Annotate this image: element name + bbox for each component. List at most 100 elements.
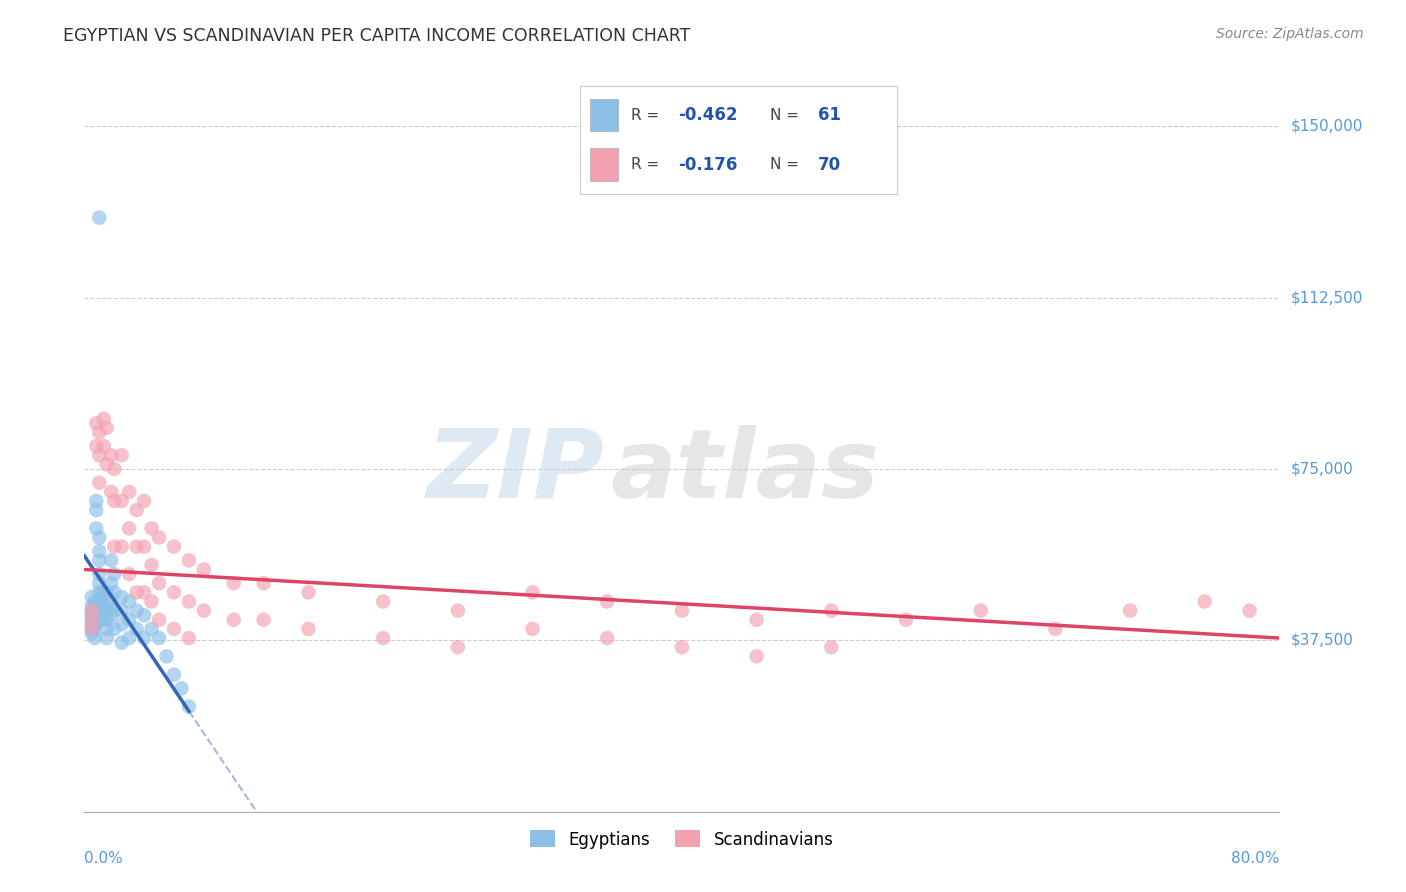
- Point: [86, 494, 108, 508]
- Text: EGYPTIAN VS SCANDINAVIAN PER CAPITA INCOME CORRELATION CHART: EGYPTIAN VS SCANDINAVIAN PER CAPITA INCO…: [63, 27, 690, 45]
- Point: [222, 576, 245, 591]
- Point: [596, 631, 619, 645]
- Text: $37,500: $37,500: [1291, 632, 1354, 648]
- Point: [103, 540, 125, 554]
- Point: [177, 553, 200, 567]
- Point: [125, 503, 148, 517]
- Point: [96, 622, 118, 636]
- Point: [253, 613, 276, 627]
- Point: [118, 631, 141, 645]
- Point: [522, 622, 544, 636]
- Point: [894, 613, 917, 627]
- Point: [111, 590, 134, 604]
- Point: [745, 613, 768, 627]
- Point: [96, 631, 118, 645]
- Point: [163, 622, 186, 636]
- Point: [155, 649, 177, 664]
- Point: [970, 604, 993, 618]
- Point: [111, 617, 134, 632]
- Point: [163, 540, 186, 554]
- Point: [148, 631, 170, 645]
- Point: [86, 503, 108, 517]
- Point: [141, 558, 163, 572]
- Text: $112,500: $112,500: [1291, 290, 1362, 305]
- Point: [132, 494, 156, 508]
- Point: [522, 585, 544, 599]
- Point: [100, 608, 122, 623]
- Point: [89, 594, 111, 608]
- Point: [103, 622, 125, 636]
- Point: [89, 585, 111, 599]
- Point: [86, 439, 108, 453]
- Point: [86, 417, 108, 431]
- Point: [193, 604, 215, 618]
- Point: [745, 649, 768, 664]
- Point: [83, 617, 105, 632]
- Point: [1119, 604, 1142, 618]
- Point: [125, 540, 148, 554]
- Point: [111, 635, 134, 649]
- Point: [1045, 622, 1067, 636]
- Point: [125, 585, 148, 599]
- Point: [141, 622, 163, 636]
- Point: [96, 594, 118, 608]
- Point: [96, 421, 118, 435]
- Point: [111, 494, 134, 508]
- Point: [177, 699, 200, 714]
- Point: [80, 622, 103, 636]
- Point: [80, 599, 103, 613]
- Point: [148, 576, 170, 591]
- Point: [103, 604, 125, 618]
- Point: [83, 622, 105, 636]
- Text: 80.0%: 80.0%: [1232, 851, 1279, 865]
- Point: [596, 594, 619, 608]
- Legend: Egyptians, Scandinavians: Egyptians, Scandinavians: [523, 823, 841, 855]
- Point: [170, 681, 193, 696]
- Point: [96, 585, 118, 599]
- Point: [118, 613, 141, 627]
- Point: [132, 631, 156, 645]
- Point: [89, 567, 111, 582]
- Point: [148, 531, 170, 545]
- Point: [80, 613, 103, 627]
- Point: [103, 567, 125, 582]
- Text: atlas: atlas: [610, 425, 879, 517]
- Point: [89, 553, 111, 567]
- Text: ZIP: ZIP: [426, 425, 605, 517]
- Point: [671, 604, 693, 618]
- Point: [89, 576, 111, 591]
- Point: [111, 540, 134, 554]
- Point: [91, 599, 114, 613]
- Point: [80, 604, 103, 618]
- Point: [103, 462, 125, 476]
- Text: 0.0%: 0.0%: [84, 851, 124, 865]
- Text: $150,000: $150,000: [1291, 119, 1362, 134]
- Point: [80, 613, 103, 627]
- Point: [820, 640, 842, 655]
- Point: [89, 544, 111, 558]
- Point: [93, 439, 115, 453]
- Point: [83, 594, 105, 608]
- Point: [148, 613, 170, 627]
- Point: [222, 613, 245, 627]
- Point: [91, 585, 114, 599]
- Point: [86, 521, 108, 535]
- Point: [80, 590, 103, 604]
- Point: [89, 211, 111, 225]
- Point: [89, 604, 111, 618]
- Point: [103, 494, 125, 508]
- Point: [163, 667, 186, 681]
- Point: [125, 622, 148, 636]
- Point: [80, 626, 103, 640]
- Point: [132, 608, 156, 623]
- Point: [1194, 594, 1216, 608]
- Point: [103, 585, 125, 599]
- Point: [89, 475, 111, 490]
- Point: [89, 425, 111, 440]
- Point: [132, 540, 156, 554]
- Point: [89, 613, 111, 627]
- Point: [83, 631, 105, 645]
- Point: [118, 594, 141, 608]
- Point: [100, 594, 122, 608]
- Point: [118, 567, 141, 582]
